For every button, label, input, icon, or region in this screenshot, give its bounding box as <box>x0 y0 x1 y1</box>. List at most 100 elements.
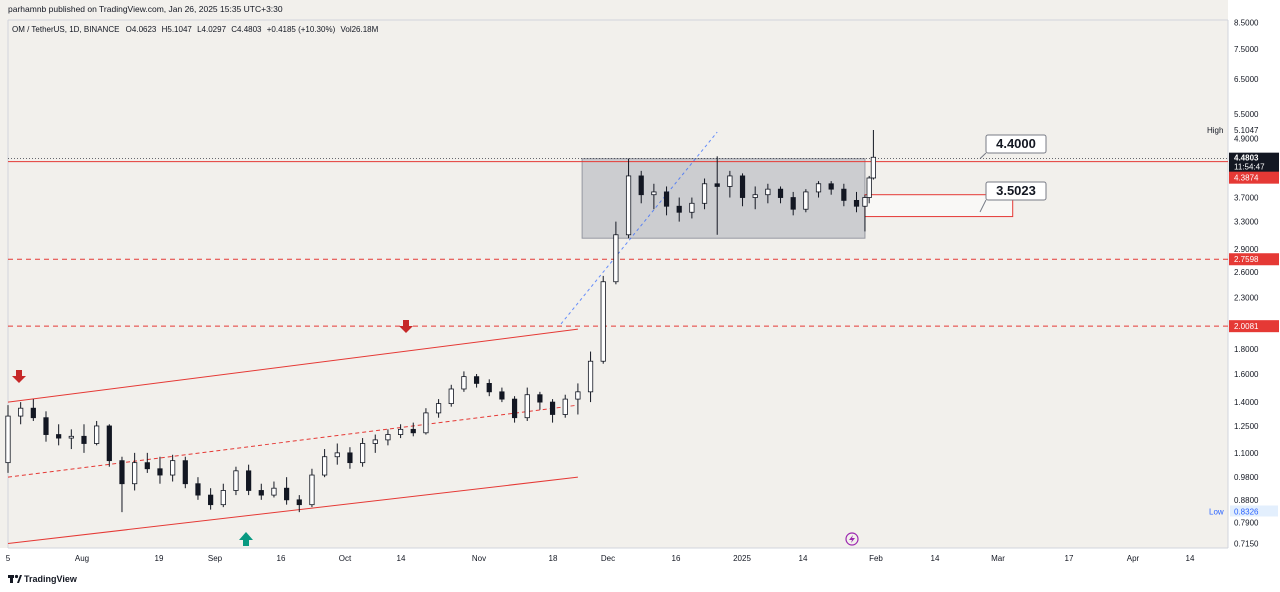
tv-logo-icon <box>8 574 22 583</box>
candle-body <box>499 391 505 400</box>
arrow-shaft <box>243 540 249 546</box>
time-tick-label: Dec <box>601 554 615 563</box>
price-tick-label: 0.7150 <box>1234 540 1259 549</box>
candle-body <box>246 470 252 491</box>
candle-body <box>220 490 226 506</box>
candle-body <box>562 398 568 415</box>
arrow-shaft <box>16 370 22 376</box>
candle-body <box>182 460 188 485</box>
time-tick-label: 16 <box>277 554 286 563</box>
level-label-bg <box>1229 320 1279 333</box>
candle-body <box>752 194 758 198</box>
candle-body <box>714 183 720 187</box>
time-axis-panel <box>0 548 1228 566</box>
time-tick-label: 18 <box>549 554 558 563</box>
time-tick-label: 14 <box>931 554 940 563</box>
ohlc-low: L4.0297 <box>197 25 226 34</box>
candle-body <box>866 177 872 198</box>
callout-box <box>985 134 1047 154</box>
arrow-head <box>12 376 26 383</box>
arrow-shaft <box>403 320 409 326</box>
time-tick-label: Oct <box>339 554 352 563</box>
ohlc-open: O4.0623 <box>126 25 157 34</box>
low-value: 0.8326 <box>1234 507 1259 516</box>
lightning-icon <box>845 532 859 546</box>
candle-body <box>739 175 746 198</box>
candle-body <box>448 388 454 405</box>
last-price-label: 4.4803 <box>1234 154 1259 163</box>
candle-body <box>18 407 24 417</box>
sell-arrow-mid <box>399 320 413 333</box>
candle-body <box>334 452 340 458</box>
tradingview-logo: TradingView <box>8 574 78 584</box>
price-tick-label: 0.7900 <box>1234 519 1259 528</box>
candle-body <box>600 281 606 362</box>
candle-body <box>195 483 201 496</box>
level-label: 4.3874 <box>1234 174 1259 183</box>
candle-body <box>828 183 834 190</box>
price-tick-label: 1.1000 <box>1234 449 1259 458</box>
channel-lower-line <box>7 476 578 545</box>
last-price-bg <box>1229 152 1279 173</box>
candle-body <box>511 398 518 419</box>
price-tick-label: 1.8000 <box>1234 345 1259 354</box>
candle-body <box>81 435 87 444</box>
candle-body <box>777 188 784 198</box>
candle-body <box>397 428 404 435</box>
price-tick-label: 7.5000 <box>1234 45 1259 54</box>
high-label: High <box>1207 126 1223 135</box>
candle-body <box>423 412 429 434</box>
price-tick-label: 8.5000 <box>1234 18 1259 27</box>
time-tick-label: 17 <box>1065 554 1074 563</box>
candle-body <box>841 188 847 201</box>
time-tick-label: Sep <box>208 554 223 563</box>
candle-body <box>689 202 695 213</box>
candle-body <box>157 468 163 476</box>
time-tick-label: Apr <box>1127 554 1140 563</box>
candle-body <box>862 197 868 207</box>
candle-body <box>322 456 328 476</box>
callout-text: 4.4000 <box>996 136 1036 151</box>
candle-body <box>372 439 378 444</box>
time-tick-label: Nov <box>472 554 486 563</box>
candle-body <box>727 175 733 187</box>
callout-pointer <box>979 152 987 160</box>
level-label-bg <box>1229 171 1279 184</box>
price-tick-label: 2.6000 <box>1234 268 1259 277</box>
low-value-bg <box>1230 505 1278 517</box>
high-value: 5.1047 <box>1234 126 1259 135</box>
tv-brand-text: TradingView <box>24 574 78 584</box>
candle-body <box>5 415 11 464</box>
candle-body <box>360 443 366 464</box>
price-tick-label: 0.9800 <box>1234 473 1259 482</box>
candle-body <box>790 197 796 210</box>
price-tick-label: 6.5000 <box>1234 75 1259 84</box>
level-label-bg <box>1229 253 1279 266</box>
callout-box <box>985 181 1047 201</box>
time-tick-label: Mar <box>991 554 1005 563</box>
candle-body <box>765 188 771 196</box>
ohlc-change: +0.4185 (+10.30%) <box>267 25 336 34</box>
candle-body <box>119 460 125 485</box>
candle-body <box>676 205 682 213</box>
low-label: Low <box>1209 507 1224 516</box>
symbol-line: OM / TetherUS, 1D, BINANCE O4.0623 H5.10… <box>12 25 379 34</box>
candle-body <box>473 376 480 384</box>
candle-body <box>587 360 594 393</box>
price-tick-label: 5.5000 <box>1234 110 1259 119</box>
candle-body <box>435 403 442 414</box>
candle-body <box>106 425 112 462</box>
candle-body <box>271 487 277 496</box>
countdown-label: 11:54:47 <box>1234 163 1265 172</box>
ohlc-volume: Vol26.18M <box>340 25 378 34</box>
candle-body <box>613 234 619 283</box>
candle-body <box>701 183 708 204</box>
symbol-name: OM / TetherUS, 1D, BINANCE <box>12 25 119 34</box>
time-tick-label: Aug <box>75 554 89 563</box>
lightning-circle <box>845 532 859 546</box>
candle-body <box>638 175 644 196</box>
chart-background <box>0 0 1228 592</box>
candle-body <box>663 191 670 207</box>
candle-body <box>803 191 809 210</box>
